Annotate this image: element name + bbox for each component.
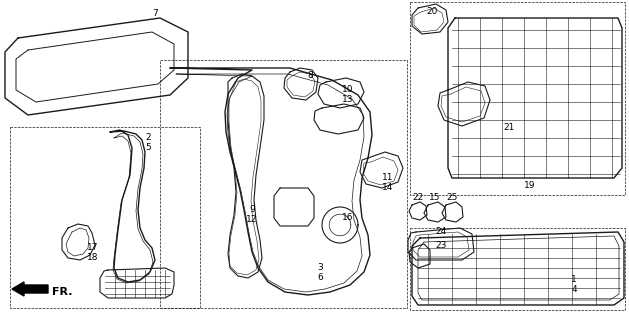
FancyArrow shape — [12, 282, 48, 296]
Text: 10: 10 — [342, 85, 353, 94]
Text: 9: 9 — [249, 205, 255, 214]
Text: 11: 11 — [382, 173, 394, 182]
Text: 7: 7 — [152, 10, 158, 19]
Text: 23: 23 — [435, 242, 447, 251]
Text: 12: 12 — [247, 214, 258, 223]
Text: 3: 3 — [317, 263, 323, 273]
Text: 17: 17 — [87, 244, 99, 252]
Text: 19: 19 — [524, 180, 536, 189]
Text: 25: 25 — [447, 194, 458, 203]
Text: 24: 24 — [435, 228, 447, 236]
Text: 21: 21 — [503, 124, 515, 132]
Text: FR.: FR. — [52, 287, 72, 297]
Text: 5: 5 — [145, 142, 151, 151]
Text: 8: 8 — [307, 70, 313, 79]
Text: 15: 15 — [429, 194, 441, 203]
Text: 22: 22 — [413, 194, 423, 203]
Text: 14: 14 — [382, 182, 394, 191]
Text: 1: 1 — [571, 276, 577, 284]
Text: 16: 16 — [342, 213, 353, 222]
Text: 20: 20 — [426, 7, 438, 17]
Text: 2: 2 — [145, 133, 151, 142]
Text: 6: 6 — [317, 273, 323, 282]
Text: 4: 4 — [571, 285, 577, 294]
Text: 13: 13 — [342, 94, 353, 103]
Text: 18: 18 — [87, 252, 99, 261]
